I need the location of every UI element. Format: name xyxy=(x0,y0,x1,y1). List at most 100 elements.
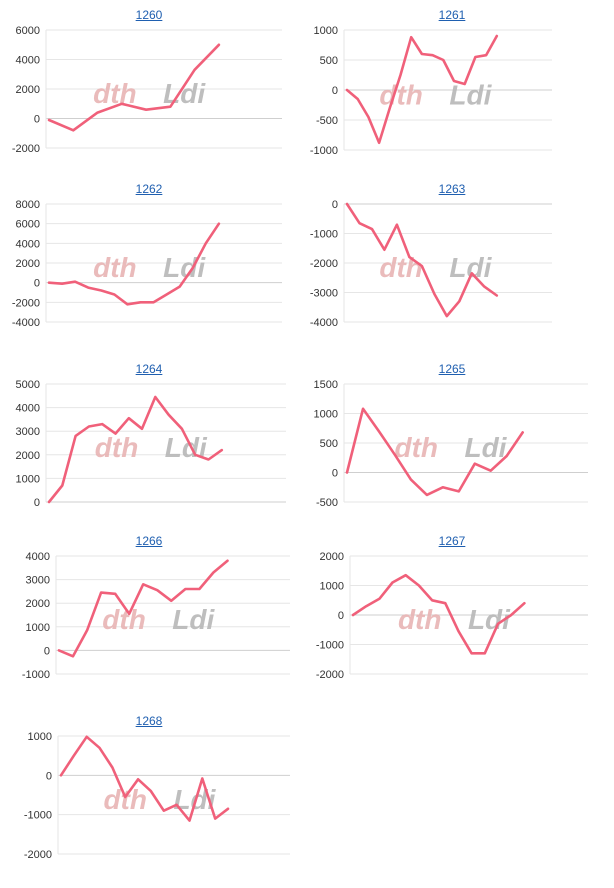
chart-panel-1266: 1266 4000 3000 2000 1000 0 -1000 dth Ldi xyxy=(4,534,294,684)
y-tick-label: 4000 xyxy=(16,238,40,250)
y-tick-label: 1500 xyxy=(314,379,338,391)
chart-panel-1268: 1268 1000 0 -1000 -2000 dth Ldi xyxy=(4,714,294,864)
y-tick-label: 0 xyxy=(332,199,338,211)
series-line xyxy=(351,573,526,655)
y-tick-label: 1000 xyxy=(314,409,338,421)
y-tick-label: -4000 xyxy=(310,317,338,329)
chart-title-link[interactable]: 1260 xyxy=(135,8,163,22)
y-tick-label: -2000 xyxy=(316,669,344,681)
svg-text:dth: dth xyxy=(102,604,146,635)
y-tick-label: 0 xyxy=(34,114,40,126)
y-tick-label: -2000 xyxy=(310,258,338,270)
y-tick-label: 3000 xyxy=(16,426,40,438)
chart-svg: 1500 1000 500 0 -500 dth Ldi xyxy=(314,379,588,509)
watermark-logo: dth Ldi xyxy=(93,78,206,109)
y-tick-label: 1000 xyxy=(16,473,40,485)
y-tick-label: 6000 xyxy=(16,25,40,37)
chart-title-link[interactable]: 1268 xyxy=(135,714,163,728)
chart-title-link[interactable]: 1267 xyxy=(438,534,466,548)
y-tick-label: 0 xyxy=(332,468,338,480)
y-tick-label: -3000 xyxy=(310,288,338,300)
y-tick-label: 0 xyxy=(34,278,40,290)
svg-text:dth: dth xyxy=(398,604,442,635)
y-tick-label: 0 xyxy=(34,497,40,509)
y-tick-label: 0 xyxy=(46,770,52,782)
chart-title-link[interactable]: 1262 xyxy=(135,182,163,196)
svg-text:Ldi: Ldi xyxy=(449,79,492,110)
chart-svg: 1000 500 0 -500 -1000 dth Ldi xyxy=(310,25,552,157)
svg-text:dth: dth xyxy=(379,79,423,110)
y-tick-label: -1000 xyxy=(310,229,338,241)
chart-panel-1263: 1263 0 -1000 -2000 -3000 -4000 dth Ldi xyxy=(302,182,602,332)
y-tick-label: -500 xyxy=(316,497,338,509)
series-line xyxy=(59,735,230,822)
y-tick-label: 500 xyxy=(320,55,338,67)
chart-panel-1261: 1261 1000 500 0 -500 -1000 dth Ldi xyxy=(302,8,602,158)
y-tick-label: 500 xyxy=(320,438,338,450)
y-tick-label: -2000 xyxy=(12,297,40,309)
series-line xyxy=(345,407,524,497)
y-tick-label: 4000 xyxy=(16,403,40,415)
chart-svg: 6000 4000 2000 0 -2000 dth Ldi xyxy=(12,25,282,155)
svg-text:Ldi: Ldi xyxy=(464,432,507,463)
y-tick-label: 0 xyxy=(44,645,50,657)
watermark-logo: dth Ldi xyxy=(394,432,507,463)
chart-title-link[interactable]: 1266 xyxy=(135,534,163,548)
chart-panel-1265: 1265 1500 1000 500 0 -500 dth Ldi xyxy=(302,362,602,512)
y-tick-label: 1000 xyxy=(320,581,344,593)
y-tick-label: 2000 xyxy=(26,598,50,610)
chart-title-link[interactable]: 1261 xyxy=(438,8,466,22)
y-tick-label: 2000 xyxy=(16,450,40,462)
y-tick-label: 2000 xyxy=(320,551,344,563)
chart-svg: 4000 3000 2000 1000 0 -1000 dth Ldi xyxy=(22,551,290,681)
y-tick-label: 3000 xyxy=(26,575,50,587)
svg-text:dth: dth xyxy=(394,432,438,463)
y-tick-label: 0 xyxy=(332,85,338,97)
svg-text:dth: dth xyxy=(379,252,423,283)
svg-text:dth: dth xyxy=(95,432,139,463)
y-tick-label: 5000 xyxy=(16,379,40,391)
chart-panel-1262: 1262 8000 6000 4000 2000 0 -2000 -4000 dth Ldi xyxy=(4,182,294,332)
series-line xyxy=(47,395,224,504)
y-tick-label: 6000 xyxy=(16,219,40,231)
y-tick-label: -500 xyxy=(316,115,338,127)
chart-panel-1260: 1260 6000 4000 2000 0 -2000 dth Ldi xyxy=(4,8,294,158)
series-line xyxy=(345,202,499,318)
y-tick-label: 1000 xyxy=(26,622,50,634)
series-line xyxy=(47,222,221,306)
series-line xyxy=(57,559,229,658)
y-tick-label: 1000 xyxy=(28,731,52,743)
chart-title-link[interactable]: 1264 xyxy=(135,362,163,376)
y-tick-label: 2000 xyxy=(16,258,40,270)
chart-title-link[interactable]: 1265 xyxy=(438,362,466,376)
chart-panel-1264: 1264 5000 4000 3000 2000 1000 0 dth Ldi xyxy=(4,362,294,512)
svg-text:dth: dth xyxy=(93,252,137,283)
chart-svg: 8000 6000 4000 2000 0 -2000 -4000 dth Ldi xyxy=(12,199,282,329)
y-tick-label: 2000 xyxy=(16,84,40,96)
y-tick-label: 0 xyxy=(338,610,344,622)
y-tick-label: -1000 xyxy=(24,810,52,822)
svg-text:Ldi: Ldi xyxy=(172,604,215,635)
chart-svg: 0 -1000 -2000 -3000 -4000 dth Ldi xyxy=(310,199,552,329)
y-tick-label: 4000 xyxy=(26,551,50,563)
svg-text:dth: dth xyxy=(93,78,137,109)
chart-panel-1267: 1267 2000 1000 0 -1000 -2000 dth Ldi xyxy=(302,534,602,684)
svg-text:dth: dth xyxy=(103,784,147,815)
watermark-logo: dth Ldi xyxy=(102,604,215,635)
y-tick-label: 4000 xyxy=(16,55,40,67)
series-line xyxy=(47,43,221,132)
y-tick-label: -2000 xyxy=(12,143,40,155)
y-tick-label: 1000 xyxy=(314,25,338,37)
series-line xyxy=(345,34,499,145)
chart-title-link[interactable]: 1263 xyxy=(438,182,466,196)
y-tick-label: -4000 xyxy=(12,317,40,329)
y-tick-label: -1000 xyxy=(310,145,338,157)
svg-text:Ldi: Ldi xyxy=(449,252,492,283)
watermark-logo: dth Ldi xyxy=(93,252,206,283)
y-tick-label: -1000 xyxy=(316,640,344,652)
watermark-logo: dth Ldi xyxy=(379,79,492,110)
y-tick-label: 8000 xyxy=(16,199,40,211)
